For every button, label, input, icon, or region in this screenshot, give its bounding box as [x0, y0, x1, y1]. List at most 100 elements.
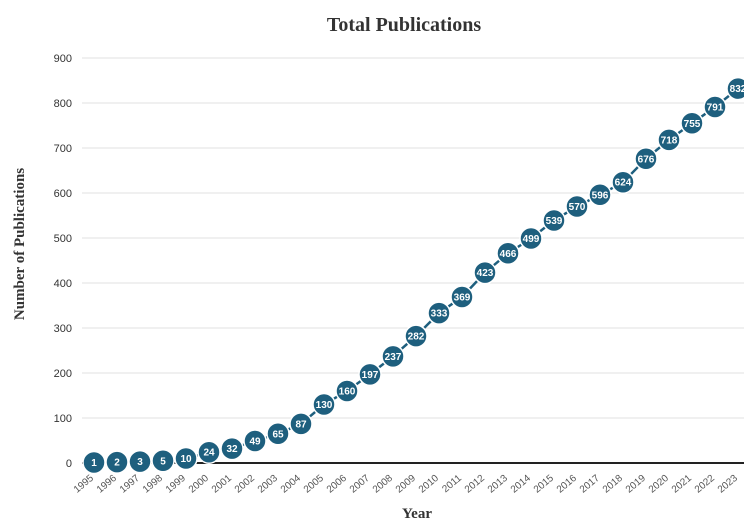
data-label: 5: [160, 456, 166, 467]
chart-title: Total Publications: [327, 14, 482, 36]
data-point: 624: [611, 170, 635, 194]
x-tick-label: 2022: [693, 473, 717, 496]
data-point-marker: [197, 440, 221, 464]
x-tick-label: 2001: [210, 473, 234, 496]
data-label: 237: [385, 352, 402, 363]
data-point-marker: [496, 241, 520, 266]
data-point: 160: [335, 379, 359, 403]
x-tick-label: 2006: [325, 473, 349, 496]
data-label: 197: [362, 370, 379, 381]
x-tick-label: 2005: [302, 473, 326, 496]
data-point-marker: [634, 147, 658, 171]
data-point-marker: [657, 128, 681, 152]
data-point: 466: [496, 241, 520, 266]
x-tick-label: 1997: [118, 473, 142, 496]
data-points: 1 2 3 5 10 24 32 49 65 87 130 160 197 237 282 333 369 423…: [82, 76, 744, 475]
data-label: 3: [137, 457, 143, 468]
data-point: 791: [703, 95, 727, 119]
series-line: [93, 87, 739, 464]
data-point-marker: [82, 450, 106, 475]
data-label: 676: [638, 154, 655, 165]
x-tick-label: 1999: [164, 473, 188, 496]
data-label: 49: [249, 436, 261, 447]
data-point-marker: [680, 111, 704, 135]
data-point: 1: [82, 450, 106, 475]
x-tick-label: 2004: [279, 473, 303, 496]
y-axis-ticks: 0 100 200 300 400 500 600 700 800 900: [54, 53, 72, 470]
data-label: 499: [523, 234, 540, 245]
x-tick-label: 2000: [187, 473, 211, 496]
data-point-marker: [726, 76, 744, 101]
y-tick-label: 400: [54, 278, 72, 290]
data-label: 10: [180, 454, 192, 465]
y-tick-label: 600: [54, 188, 72, 200]
x-tick-label: 2019: [624, 473, 648, 496]
data-label: 65: [272, 429, 284, 440]
data-point: 596: [588, 183, 612, 207]
data-point-marker: [588, 183, 612, 207]
x-tick-label: 2002: [233, 473, 257, 496]
data-label: 2: [114, 458, 120, 469]
data-point-marker: [611, 170, 635, 194]
data-point: 718: [657, 128, 681, 152]
data-point: 24: [197, 440, 221, 464]
data-point: 570: [565, 194, 589, 219]
data-point-marker: [243, 429, 267, 453]
data-point: 832: [726, 76, 744, 101]
data-label: 423: [477, 268, 494, 279]
data-label: 624: [615, 178, 632, 189]
data-label: 466: [500, 249, 517, 260]
data-point-marker: [105, 450, 129, 474]
data-point: 423: [473, 260, 497, 285]
y-tick-label: 700: [54, 143, 72, 155]
data-label: 539: [546, 216, 563, 227]
data-point-marker: [542, 208, 566, 233]
data-point-marker: [381, 344, 405, 369]
data-point: 5: [151, 449, 175, 473]
data-label: 369: [454, 292, 471, 303]
data-label: 32: [226, 444, 238, 455]
data-point: 755: [680, 111, 704, 135]
data-point-marker: [703, 95, 727, 119]
y-tick-label: 800: [54, 98, 72, 110]
data-label: 130: [316, 400, 333, 411]
data-point: 65: [266, 422, 290, 446]
data-label: 570: [569, 202, 586, 213]
data-label: 718: [661, 135, 678, 146]
data-point-marker: [174, 446, 198, 471]
data-point: 130: [312, 392, 336, 417]
x-tick-label: 2007: [348, 473, 372, 496]
data-point: 49: [243, 429, 267, 453]
data-point-marker: [312, 392, 336, 417]
data-point: 333: [427, 301, 451, 325]
data-label: 24: [203, 448, 215, 459]
data-label: 333: [431, 309, 448, 320]
x-tick-label: 2014: [509, 473, 533, 496]
grid-lines: [82, 57, 744, 419]
y-tick-label: 900: [54, 53, 72, 65]
data-point: 87: [289, 412, 313, 436]
x-tick-label: 2016: [555, 473, 579, 496]
data-point-marker: [427, 301, 451, 325]
data-point: 197: [358, 362, 382, 387]
data-label: 160: [339, 387, 356, 398]
data-point: 676: [634, 147, 658, 171]
x-tick-label: 2018: [601, 473, 625, 496]
x-tick-label: 2020: [647, 473, 671, 496]
x-axis-ticks: 1995199619971998199920002001200220032004…: [72, 473, 740, 496]
x-tick-label: 2017: [578, 473, 602, 496]
data-point-marker: [289, 412, 313, 436]
data-point: 32: [220, 436, 244, 461]
data-point: 539: [542, 208, 566, 233]
y-tick-label: 0: [66, 458, 72, 470]
y-axis-label: Number of Publications: [12, 168, 28, 320]
x-tick-label: 2011: [440, 473, 464, 496]
x-tick-label: 1996: [95, 473, 119, 496]
data-point-marker: [473, 260, 497, 285]
x-tick-label: 2012: [463, 473, 487, 496]
data-label: 87: [295, 419, 307, 430]
data-point: 10: [174, 446, 198, 471]
data-point: 499: [519, 226, 543, 251]
x-tick-label: 1995: [72, 473, 96, 496]
